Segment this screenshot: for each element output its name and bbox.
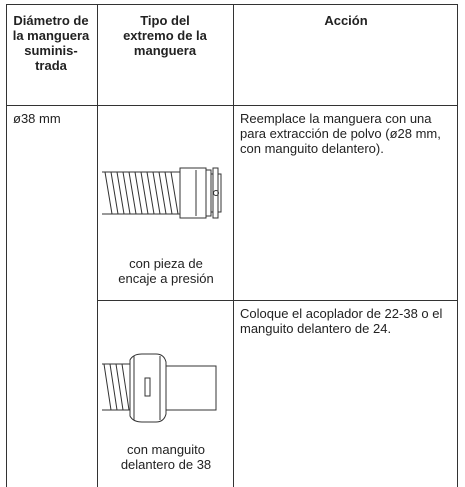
cell-text: ø38 mm: [13, 111, 61, 126]
hose-illustration: [102, 167, 222, 219]
cell-text: con manguito delantero de 38: [120, 442, 212, 472]
cell: [233, 300, 458, 487]
cell: [6, 105, 98, 487]
cell-text: con pieza de encaje a presión: [118, 256, 214, 286]
cell-text: Reemplace la manguera con una para extra…: [240, 111, 441, 156]
cell-text: Coloque el acoplador de 22-38 o el mangu…: [240, 306, 443, 336]
header-cell: Tipo del extremo de la manguera: [123, 13, 207, 58]
header-cell: Acción: [324, 13, 368, 28]
hose-illustration: [102, 353, 217, 423]
header-cell: Diámetro de la manguera suminis-trada: [12, 13, 90, 73]
